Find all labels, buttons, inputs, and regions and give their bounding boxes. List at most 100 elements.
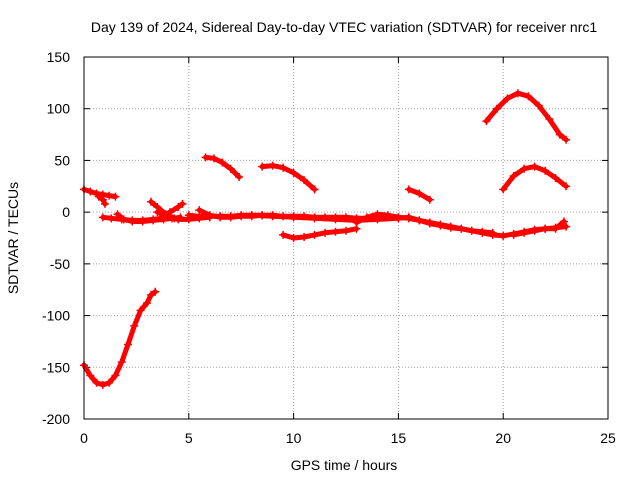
data-point: [520, 228, 529, 237]
data-point: [446, 223, 455, 232]
series-arc-15: [352, 210, 403, 227]
data-point: [184, 211, 193, 220]
data-point: [562, 222, 571, 231]
data-point: [98, 195, 107, 204]
data-point: [509, 230, 518, 239]
data-point: [226, 164, 235, 173]
data-point: [100, 199, 109, 208]
data-point: [268, 212, 277, 221]
data-point: [300, 232, 309, 241]
data-point: [394, 213, 403, 222]
data-point: [124, 340, 133, 349]
y-tick-label: -50: [50, 256, 70, 272]
data-point: [165, 208, 174, 217]
data-point: [383, 211, 392, 220]
data-point: [289, 234, 298, 242]
data-point: [425, 219, 434, 228]
data-point: [289, 213, 298, 222]
y-tick-label: 0: [62, 204, 70, 220]
data-point: [105, 378, 114, 387]
data-point: [92, 378, 101, 387]
data-point: [331, 215, 340, 224]
data-point: [107, 214, 116, 223]
data-point: [98, 380, 107, 389]
data-point: [142, 299, 151, 308]
y-tick-label: -200: [42, 411, 70, 427]
data-point: [551, 174, 560, 183]
data-point: [559, 217, 568, 226]
data-point: [258, 162, 267, 171]
data-point: [147, 290, 156, 299]
data-point: [541, 224, 550, 233]
series-trace: [259, 163, 318, 192]
data-point: [178, 199, 187, 208]
data-point: [530, 162, 539, 171]
data-point: [216, 213, 225, 222]
data-point: [136, 306, 145, 315]
data-point: [279, 163, 288, 172]
x-tick-label: 5: [185, 430, 193, 446]
axis-ticks: 0 5 10 15 20 25 -200 -150 -100 -50 0 50 100 150: [42, 49, 616, 446]
series-arc-3: [94, 192, 109, 208]
data-point: [541, 166, 550, 175]
data-point: [247, 211, 256, 220]
data-point: [482, 117, 491, 126]
y-tick-label: -100: [42, 308, 70, 324]
y-axis-label: SDTVAR / TECUs: [5, 182, 21, 294]
data-point: [174, 215, 183, 224]
data-point: [555, 130, 564, 139]
series-arc-11: [201, 153, 244, 181]
data-point: [98, 213, 107, 222]
data-point: [520, 164, 529, 173]
data-point: [149, 216, 158, 225]
x-axis-label: GPS time / hours: [291, 457, 398, 473]
data-point: [205, 211, 214, 220]
data-point: [331, 227, 340, 236]
data-point: [218, 158, 227, 167]
data-point: [503, 94, 512, 103]
data-point: [404, 213, 413, 222]
data-point: [530, 226, 539, 235]
data-point: [113, 210, 122, 219]
series-arc-17: [404, 213, 497, 237]
data-point: [492, 104, 501, 113]
data-point: [279, 230, 288, 239]
data-point: [362, 213, 371, 222]
data-point: [237, 212, 246, 221]
data-point: [436, 221, 445, 230]
series-arc-20: [509, 217, 568, 239]
grid-lines: [84, 57, 608, 419]
data-point: [289, 168, 298, 177]
series-arc-16: [404, 185, 434, 204]
data-point: [163, 213, 172, 222]
data-point: [195, 206, 204, 215]
data-point: [457, 224, 466, 233]
x-tick-label: 0: [80, 430, 88, 446]
series-arc-13: [279, 224, 361, 242]
data-point: [478, 227, 487, 236]
data-point: [551, 224, 560, 233]
data-point: [509, 171, 518, 180]
data-point: [499, 185, 508, 194]
data-point: [310, 230, 319, 239]
data-point: [138, 217, 147, 226]
y-tick-label: 50: [54, 152, 70, 168]
y-tick-label: 100: [47, 101, 71, 117]
data-point: [174, 202, 183, 211]
data-point: [373, 210, 382, 219]
data-point: [310, 214, 319, 223]
data-point: [153, 208, 162, 217]
data-point: [562, 182, 571, 191]
data-point: [128, 217, 137, 226]
chart-title: Day 139 of 2024, Sidereal Day-to-day VTE…: [91, 19, 597, 35]
series-arc-2: [80, 185, 120, 201]
data-point: [147, 197, 156, 206]
data-point: [404, 185, 413, 194]
data-point: [201, 153, 210, 162]
data-point: [545, 115, 554, 124]
data-point: [130, 321, 139, 330]
data-point: [415, 189, 424, 198]
data-point: [268, 161, 277, 170]
series-arc-1: [80, 287, 160, 389]
